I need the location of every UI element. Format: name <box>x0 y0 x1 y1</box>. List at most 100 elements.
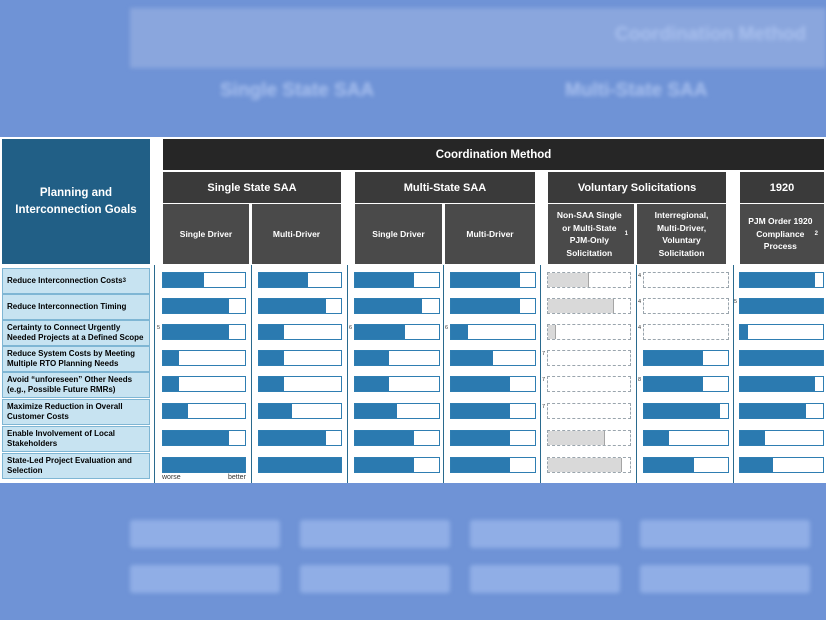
rating-bar <box>162 272 246 288</box>
cell-footnote: 6 <box>445 325 449 331</box>
rating-bar <box>739 457 824 473</box>
rating-fill <box>355 351 389 365</box>
goal-footnote: 3 <box>122 278 126 284</box>
sub-pjm-order-1920: PJM Order 1920 Compliance Process 2 <box>740 204 824 264</box>
rating-bar <box>162 403 246 419</box>
cell-footnote: 4 <box>638 299 642 305</box>
rating-fill <box>740 325 749 339</box>
rating-fill <box>355 299 423 313</box>
rating-fill <box>451 351 493 365</box>
rating-fill <box>163 458 245 472</box>
rating-bar <box>547 457 631 473</box>
cell-footnote: 5 <box>157 325 161 331</box>
rating-fill <box>259 351 284 365</box>
cell-footnote: 4 <box>638 325 642 331</box>
rating-bar <box>547 376 631 392</box>
rating-fill <box>548 299 614 313</box>
cell-footnote: 7 <box>542 404 546 410</box>
bg-header <box>130 8 826 68</box>
goal-row-label: Reduce Interconnection Timing <box>2 294 150 320</box>
goal-row-label: State-Led Project Evaluation and Selecti… <box>2 453 150 479</box>
rating-bar <box>739 324 824 340</box>
rating-bar <box>643 298 729 314</box>
rating-fill <box>451 431 510 445</box>
rating-fill <box>163 325 229 339</box>
cell-footnote: 7 <box>542 351 546 357</box>
rating-bar <box>739 350 824 366</box>
rating-fill <box>355 273 414 287</box>
rating-bar <box>450 350 536 366</box>
rating-bar <box>162 298 246 314</box>
rating-fill <box>259 273 309 287</box>
rating-fill <box>740 377 815 391</box>
rating-fill <box>163 404 188 418</box>
goal-row-label: Maximize Reduction in Overall Customer C… <box>2 399 150 425</box>
rating-fill <box>451 299 520 313</box>
rating-bar <box>643 272 729 288</box>
rating-fill <box>259 458 341 472</box>
rating-fill <box>259 377 284 391</box>
rating-bar <box>354 376 440 392</box>
rating-bar <box>258 376 342 392</box>
rating-fill <box>548 458 622 472</box>
cell-footnote: 5 <box>734 299 738 305</box>
rating-bar <box>354 324 440 340</box>
cell-footnote: 8 <box>638 377 642 383</box>
goal-row-label: Reduce Interconnection Costs 3 <box>2 268 150 294</box>
rating-fill <box>740 273 815 287</box>
rating-fill <box>259 299 327 313</box>
rating-bar <box>450 430 536 446</box>
rating-fill <box>644 458 695 472</box>
rating-fill <box>740 404 807 418</box>
rating-bar <box>643 403 729 419</box>
rating-bar <box>162 350 246 366</box>
cell-footnote: 6 <box>349 325 353 331</box>
group-voluntary-solicitations: Voluntary Solicitations <box>548 172 726 203</box>
rating-bar <box>450 298 536 314</box>
rating-bar <box>643 324 729 340</box>
rating-fill <box>163 273 204 287</box>
cell-footnote: 4 <box>638 273 642 279</box>
rating-bar <box>354 298 440 314</box>
rating-fill <box>355 458 414 472</box>
rating-fill <box>259 325 284 339</box>
rating-fill <box>740 351 823 365</box>
rating-fill <box>644 431 670 445</box>
sub-footnote-1: 1 <box>624 230 628 237</box>
goals-title: Planning and Interconnection Goals <box>2 139 150 264</box>
bg-multi-text: Multi-State SAA <box>565 80 708 101</box>
axis-better-label: better <box>228 474 246 481</box>
column-separator <box>540 265 541 483</box>
goal-row-label: Reduce System Costs by Meeting Multiple … <box>2 346 150 372</box>
rating-bar <box>162 324 246 340</box>
sub-footnote-2: 2 <box>814 230 818 237</box>
group-multi-state-saa: Multi-State SAA <box>355 172 535 203</box>
rating-bar <box>162 430 246 446</box>
group-1920: 1920 <box>740 172 824 203</box>
rating-fill <box>451 404 510 418</box>
column-separator <box>154 265 155 483</box>
column-separator <box>251 265 252 483</box>
coordination-method-header: Coordination Method <box>163 139 824 170</box>
rating-bar <box>739 403 824 419</box>
sub-multi-driver-1: Multi-Driver <box>252 204 341 264</box>
rating-fill <box>451 458 510 472</box>
rating-bar <box>450 457 536 473</box>
rating-bar <box>739 272 824 288</box>
rating-bar <box>354 457 440 473</box>
rating-fill <box>163 431 229 445</box>
goal-row-label: Enable Involvement of Local Stakeholders <box>2 426 150 452</box>
rating-bar <box>547 403 631 419</box>
rating-bar <box>739 376 824 392</box>
sub-single-driver-1: Single Driver <box>163 204 249 264</box>
rating-fill <box>548 431 606 445</box>
rating-bar <box>547 350 631 366</box>
sub-non-saa-solicitation: Non-SAA Single or Multi-State PJM-Only S… <box>548 204 634 264</box>
rating-bar <box>739 430 824 446</box>
column-separator <box>733 265 734 483</box>
rating-fill <box>548 325 557 339</box>
rating-fill <box>355 325 406 339</box>
rating-fill <box>548 273 589 287</box>
rating-fill <box>355 377 389 391</box>
